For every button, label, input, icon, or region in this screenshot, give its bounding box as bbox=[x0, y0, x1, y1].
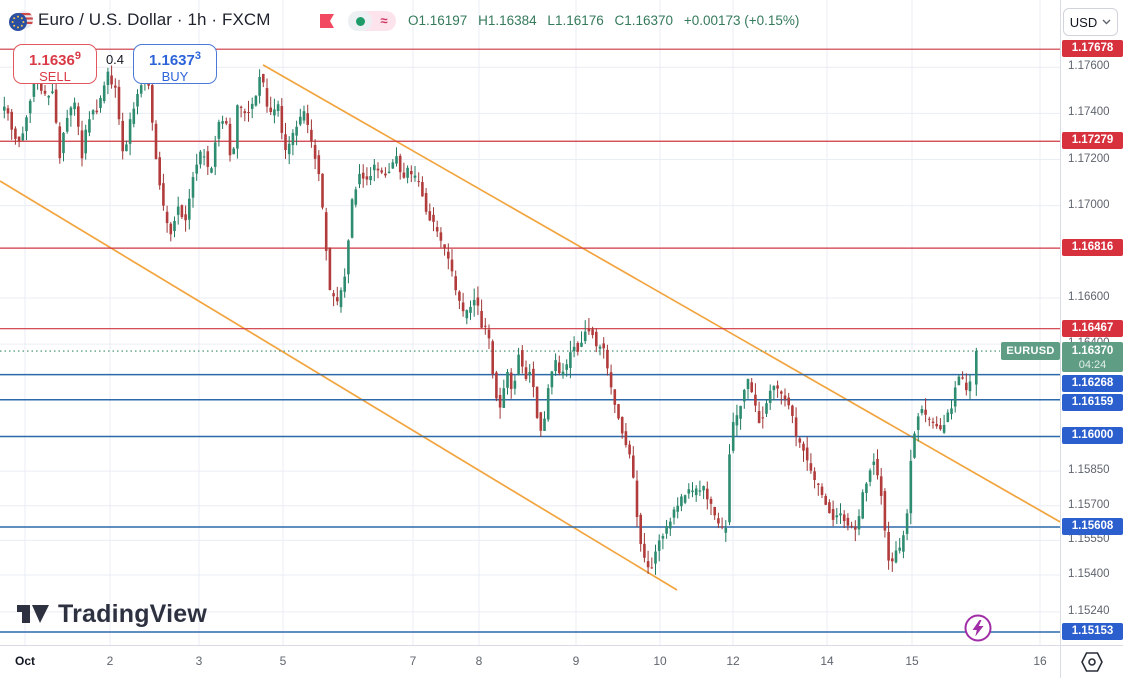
sell-label: SELL bbox=[39, 69, 71, 84]
current-price-badge: 1.16370 04:24 bbox=[1062, 342, 1123, 373]
buy-price: 1.16373 bbox=[148, 50, 201, 69]
ohlc-close-value: 1.16370 bbox=[624, 13, 674, 28]
hexagon-target-icon bbox=[1081, 652, 1103, 672]
time-axis-tick: 12 bbox=[726, 654, 740, 668]
buy-button[interactable]: 1.16373 BUY bbox=[133, 44, 217, 84]
sell-button[interactable]: 1.16369 SELL bbox=[13, 44, 97, 84]
price-axis-tick: 1.17400 bbox=[1068, 106, 1110, 119]
ohlc-low-value: 1.16176 bbox=[554, 13, 604, 28]
price-axis-tick: 1.15550 bbox=[1068, 533, 1110, 546]
support-price-badge: 1.16159 bbox=[1062, 393, 1123, 411]
tradingview-watermark-text: TradingView bbox=[58, 599, 208, 628]
ohlc-high-label: H bbox=[478, 13, 488, 28]
time-axis-tick: 8 bbox=[475, 654, 483, 668]
lightning-bolt-icon bbox=[972, 620, 984, 637]
axis-settings-corner[interactable] bbox=[1060, 645, 1123, 678]
ohlc-readout: O1.16197 H1.16384 L1.16176 C1.16370 +0.0… bbox=[408, 13, 799, 28]
eurusd-pair-icon bbox=[9, 11, 33, 31]
spread-value: 0.4 bbox=[105, 52, 125, 67]
time-axis-tick: 2 bbox=[106, 654, 114, 668]
price-axis-tick: 1.15700 bbox=[1068, 498, 1110, 511]
time-axis-tick: 5 bbox=[279, 654, 287, 668]
market-open-dot-icon bbox=[355, 16, 365, 26]
time-axis-tick: 3 bbox=[195, 654, 203, 668]
candlestick-chart[interactable] bbox=[0, 0, 1060, 645]
market-open-dot-wrap bbox=[348, 11, 372, 31]
lightning-button[interactable] bbox=[963, 613, 993, 643]
ohlc-close-label: C bbox=[614, 13, 625, 28]
tradingview-watermark: TradingView bbox=[16, 598, 207, 630]
bar-countdown: 04:24 bbox=[1078, 359, 1107, 372]
flag-icon[interactable] bbox=[320, 14, 335, 29]
support-price-badge: 1.15153 bbox=[1062, 622, 1123, 640]
currency-label: USD bbox=[1069, 14, 1098, 30]
price-axis-tick: 1.15400 bbox=[1068, 567, 1110, 580]
ohlc-open-value: 1.16197 bbox=[418, 13, 468, 28]
resistance-price-badge: 1.17678 bbox=[1062, 40, 1123, 58]
chart-header: Euro / U.S. Dollar · 1h · FXCM ≈ O1.1619… bbox=[0, 0, 1060, 42]
price-axis[interactable]: 1.17678 1.17600 1.17400 1.17279 1.17200 1.170… bbox=[1060, 0, 1123, 645]
sell-price: 1.16369 bbox=[28, 50, 81, 69]
ohlc-open-label: O bbox=[408, 13, 419, 28]
price-axis-tick: 1.16600 bbox=[1068, 291, 1110, 303]
ohlc-high-value: 1.16384 bbox=[487, 13, 537, 28]
support-price-badge: 1.16000 bbox=[1062, 427, 1123, 445]
time-axis-tick: 10 bbox=[653, 654, 667, 668]
price-axis-tick: 1.15850 bbox=[1068, 464, 1110, 477]
price-axis-tick: 1.17600 bbox=[1068, 60, 1110, 73]
resistance-price-badge: 1.17279 bbox=[1062, 132, 1123, 150]
time-axis-tick: 16 bbox=[1033, 654, 1047, 668]
market-status-pill[interactable]: ≈ bbox=[348, 11, 396, 31]
time-axis-tick: Oct bbox=[14, 654, 36, 668]
time-axis[interactable]: Oct 2 3 5 7 8 9 10 12 14 15 16 bbox=[0, 645, 1060, 678]
time-axis-tick: 9 bbox=[572, 654, 580, 668]
time-axis-tick: 7 bbox=[409, 654, 417, 668]
time-axis-tick: 14 bbox=[820, 654, 834, 668]
symbol-title[interactable]: Euro / U.S. Dollar · 1h · FXCM bbox=[38, 10, 271, 29]
buy-label: BUY bbox=[161, 69, 189, 84]
delayed-data-icon: ≈ bbox=[380, 13, 388, 28]
price-axis-tick: 1.17200 bbox=[1068, 152, 1110, 165]
price-axis-tick: 1.17000 bbox=[1068, 198, 1110, 211]
resistance-price-badge: 1.16467 bbox=[1062, 319, 1123, 337]
current-price-tag: EURUSD bbox=[1001, 342, 1060, 361]
support-price-badge: 1.16268 bbox=[1062, 374, 1123, 392]
support-price-badge: 1.15608 bbox=[1062, 517, 1123, 535]
price-axis-tick: 1.15240 bbox=[1068, 604, 1110, 617]
ohlc-low-label: L bbox=[547, 13, 555, 28]
time-axis-tick: 15 bbox=[905, 654, 919, 668]
currency-dropdown[interactable]: USD bbox=[1063, 8, 1118, 36]
tradingview-logo-icon bbox=[17, 605, 49, 623]
resistance-price-badge: 1.16816 bbox=[1062, 239, 1123, 257]
ohlc-change-value: +0.00173 (+0.15%) bbox=[683, 13, 800, 28]
chevron-down-icon bbox=[1102, 19, 1111, 25]
